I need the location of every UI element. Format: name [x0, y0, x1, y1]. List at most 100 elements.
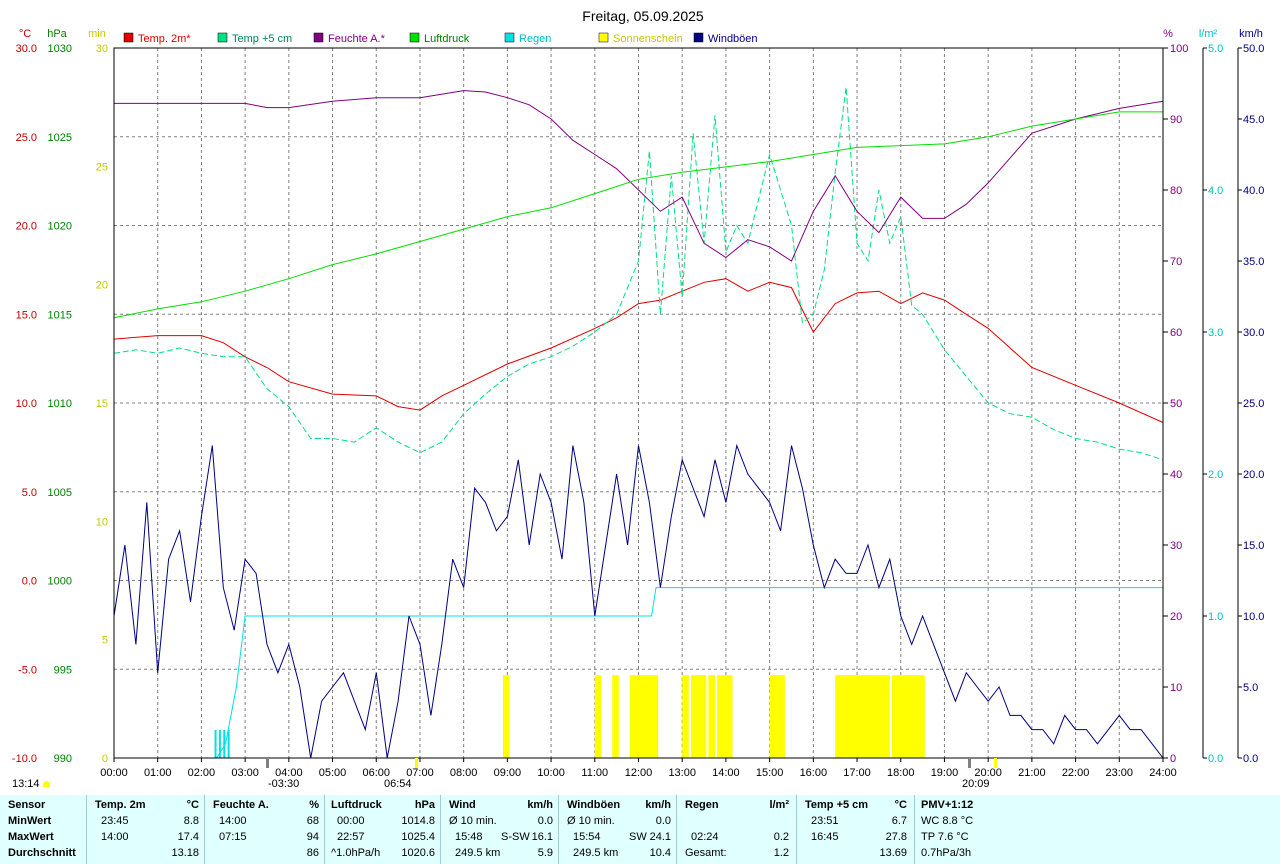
temp-tick-label: 20.0 [16, 221, 37, 233]
x-tick-label: 18:00 [887, 767, 915, 779]
legend-label: Regen [519, 33, 551, 45]
temp-tick-label: 10.0 [16, 398, 37, 410]
sunshine-bar [647, 675, 654, 758]
pressure-tick-label: 1030 [48, 43, 72, 55]
sunshine-bar [695, 675, 702, 758]
sunshine-axis-unit: min [88, 28, 106, 40]
stats-temp2m-name: Temp. 2m [95, 799, 146, 811]
sunshine-bar [773, 675, 781, 758]
time-marker-label: 13:14 [12, 778, 40, 790]
stats-pressure-name: Luftdruck [331, 799, 382, 811]
statistics-table: Sensor MinWert MaxWert Durchschnitt Temp… [0, 795, 1280, 864]
humidity-axis-unit: % [1163, 28, 1173, 40]
x-tick-label: 24:00 [1149, 767, 1177, 779]
wind-gust-line [113, 443, 1164, 759]
sunshine-bar [638, 675, 646, 758]
humidity-tick-label: 100 [1170, 43, 1188, 55]
stats-gust-avg-dist: 249.5 km [573, 847, 619, 859]
wind-tick-label: 20.0 [1243, 469, 1264, 481]
legend-label: Luftdruck [424, 33, 470, 45]
stats-temp2m-max-time: 14:00 [101, 831, 129, 843]
stats-gust-avg-val: 10.4 [649, 847, 671, 859]
temp-axis-unit: °C [19, 28, 31, 40]
x-tick-label: 21:00 [1018, 767, 1046, 779]
stats-temp5-unit: °C [894, 799, 907, 811]
sunshine-bar [721, 675, 729, 758]
rain-tick-label: 0.0 [1208, 753, 1223, 765]
wind-tick-label: 10.0 [1243, 611, 1264, 623]
wind-axis-unit: km/h [1239, 28, 1263, 40]
chart-legend: Temp. 2m* Temp +5 cm Feuchte A.* Luftdruck R… [123, 32, 758, 45]
sun-event-marker [415, 758, 418, 768]
sunshine-bar [690, 675, 698, 758]
stats-humidity-max-val: 94 [306, 831, 319, 843]
x-tick-label: 23:00 [1106, 767, 1134, 779]
stats-pmv-tp: TP 7.6 °C [921, 831, 969, 843]
sunshine-bar [892, 675, 899, 758]
sunshine-bar [870, 675, 877, 758]
x-axis-ticks: 00:00 01:00 02:00 03:00 04:00 05:00 06:00 07:00… [100, 758, 1177, 779]
temp-tick-label: 30.0 [16, 43, 37, 55]
sunshine-bar [717, 675, 724, 758]
stats-gust: Windböen km/h Ø 10 min. 0.0 15:54 SW 24.… [558, 795, 677, 864]
stats-temp5-max-val: 27.8 [885, 831, 907, 843]
stats-pressure-avg-note: ^1.0hPa/h [331, 847, 381, 859]
stats-humidity-name: Feuchte A. [213, 799, 269, 811]
stats-humidity-min-time: 14:00 [219, 815, 247, 827]
sunshine-bar [835, 675, 842, 758]
pressure-tick-label: 1025 [48, 132, 72, 144]
sun-event-marker [266, 758, 269, 768]
humidity-tick-label: 80 [1170, 185, 1182, 197]
stats-rain-total-val: 1.2 [773, 847, 789, 859]
stats-temp5-min-time: 23:51 [811, 815, 839, 827]
sunshine-bar [642, 675, 650, 758]
wind-tick-label: 40.0 [1243, 185, 1264, 197]
x-tick-label: 10:00 [537, 767, 565, 779]
stats-temp2m-min-time: 23:45 [101, 815, 129, 827]
rain-bar [218, 730, 221, 758]
sunshine-bar [874, 675, 882, 758]
humidity-tick-label: 30 [1170, 540, 1182, 552]
stats-wind-unit: km/h [527, 799, 553, 811]
stats-pressure: Luftdruck hPa 00:00 1014.8 22:57 1025.4 … [324, 795, 441, 864]
x-tick-label: 03:00 [231, 767, 259, 779]
x-tick-label: 12:00 [625, 767, 653, 779]
sunshine-bar [857, 675, 864, 758]
sunshine-tick-label: 20 [96, 280, 108, 292]
stats-rain: Regen l/m² 02:24 0.2 Gesamt: 1.2 [676, 795, 797, 864]
stats-pmv-wc: WC 8.8 °C [921, 815, 974, 827]
time-marker: 13:14 [12, 778, 50, 790]
legend-swatch [313, 32, 324, 43]
stats-gust-max-dir: SW [629, 831, 647, 843]
wind-tick-label: 30.0 [1243, 327, 1264, 339]
rain-bar [223, 730, 226, 758]
legend-swatch [123, 32, 134, 43]
sunshine-bar [865, 675, 873, 758]
pressure-tick-label: 1000 [48, 576, 72, 588]
stats-temp2m-max-val: 17.4 [177, 831, 199, 843]
wind-tick-label: 45.0 [1243, 114, 1264, 126]
wind-tick-label: 5.0 [1243, 682, 1258, 694]
legend-swatch [409, 32, 420, 43]
sun-icon [42, 781, 50, 788]
stats-temp2m: Temp. 2m °C 23:45 8.8 14:00 17.4 13.18 [86, 795, 205, 864]
stats-wind-max-time: 15:48 [455, 831, 483, 843]
legend-swatch [598, 32, 609, 43]
x-tick-label: 13:00 [668, 767, 696, 779]
temp-tick-label: -10.0 [12, 753, 37, 765]
stats-wind-avg-dist: 249.5 km [455, 847, 501, 859]
humidity-tick-label: 70 [1170, 256, 1182, 268]
stats-wind-max-val: 16.1 [531, 831, 553, 843]
pressure-tick-label: 990 [54, 753, 72, 765]
rain-bar [214, 730, 217, 758]
sunshine-bar [861, 675, 868, 758]
chart-grid [114, 48, 1163, 758]
stats-pressure-max-val: 1025.4 [401, 831, 435, 843]
sunshine-bar [725, 675, 733, 758]
stats-wind: Wind km/h Ø 10 min. 0.0 15:48 S-SW 16.1 … [440, 795, 559, 864]
pressure-tick-label: 1010 [48, 398, 72, 410]
stats-temp2m-min-val: 8.8 [183, 815, 199, 827]
dawn-annotation: 06:54 [384, 778, 412, 790]
pressure-tick-label: 1015 [48, 309, 72, 321]
stats-rain-max-time: 02:24 [691, 831, 719, 843]
